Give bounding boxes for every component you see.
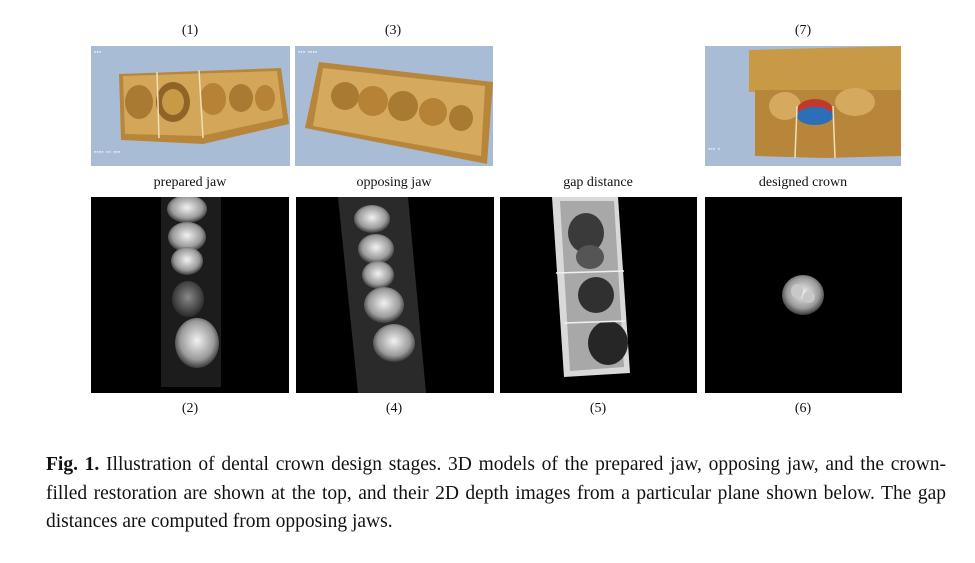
caption-prefix: Fig. 1. [46,454,100,475]
panel-number-6: (6) [794,401,812,416]
opposing-jaw-3d-view: ▪▪▪ ▪▪▪▪ [295,46,493,166]
panel-number-5: (5) [589,401,607,416]
panel-number-4: (4) [385,401,403,416]
opposing-jaw-depth-image [296,197,494,393]
label-designed-crown: designed crown [758,175,848,190]
panel-number-2: (2) [181,401,199,416]
panel-number-7: (7) [794,23,812,38]
designed-crown-3d-view: ▪▪▪ ▪ [705,46,901,166]
designed-crown-model [749,46,901,159]
panel-number-1: (1) [181,23,199,38]
prepared-jaw-model [119,68,289,144]
figure-caption: Fig. 1. Illustration of dental crown des… [46,451,946,537]
opposing-jaw-model [305,62,493,164]
label-gap-distance: gap distance [563,175,633,190]
label-prepared-jaw: prepared jaw [153,175,227,190]
prepared-jaw-3d-view: ▪▪▪ ▪▪▪▪ ▪▪ ▪▪▪ [91,46,290,166]
panel-number-3: (3) [384,23,402,38]
gap-distance-depth-image [500,197,697,393]
caption-text: Illustration of dental crown design stag… [46,454,946,532]
designed-crown-depth-image [705,197,902,393]
prepared-jaw-depth-image [91,197,289,393]
label-opposing-jaw: opposing jaw [356,175,432,190]
